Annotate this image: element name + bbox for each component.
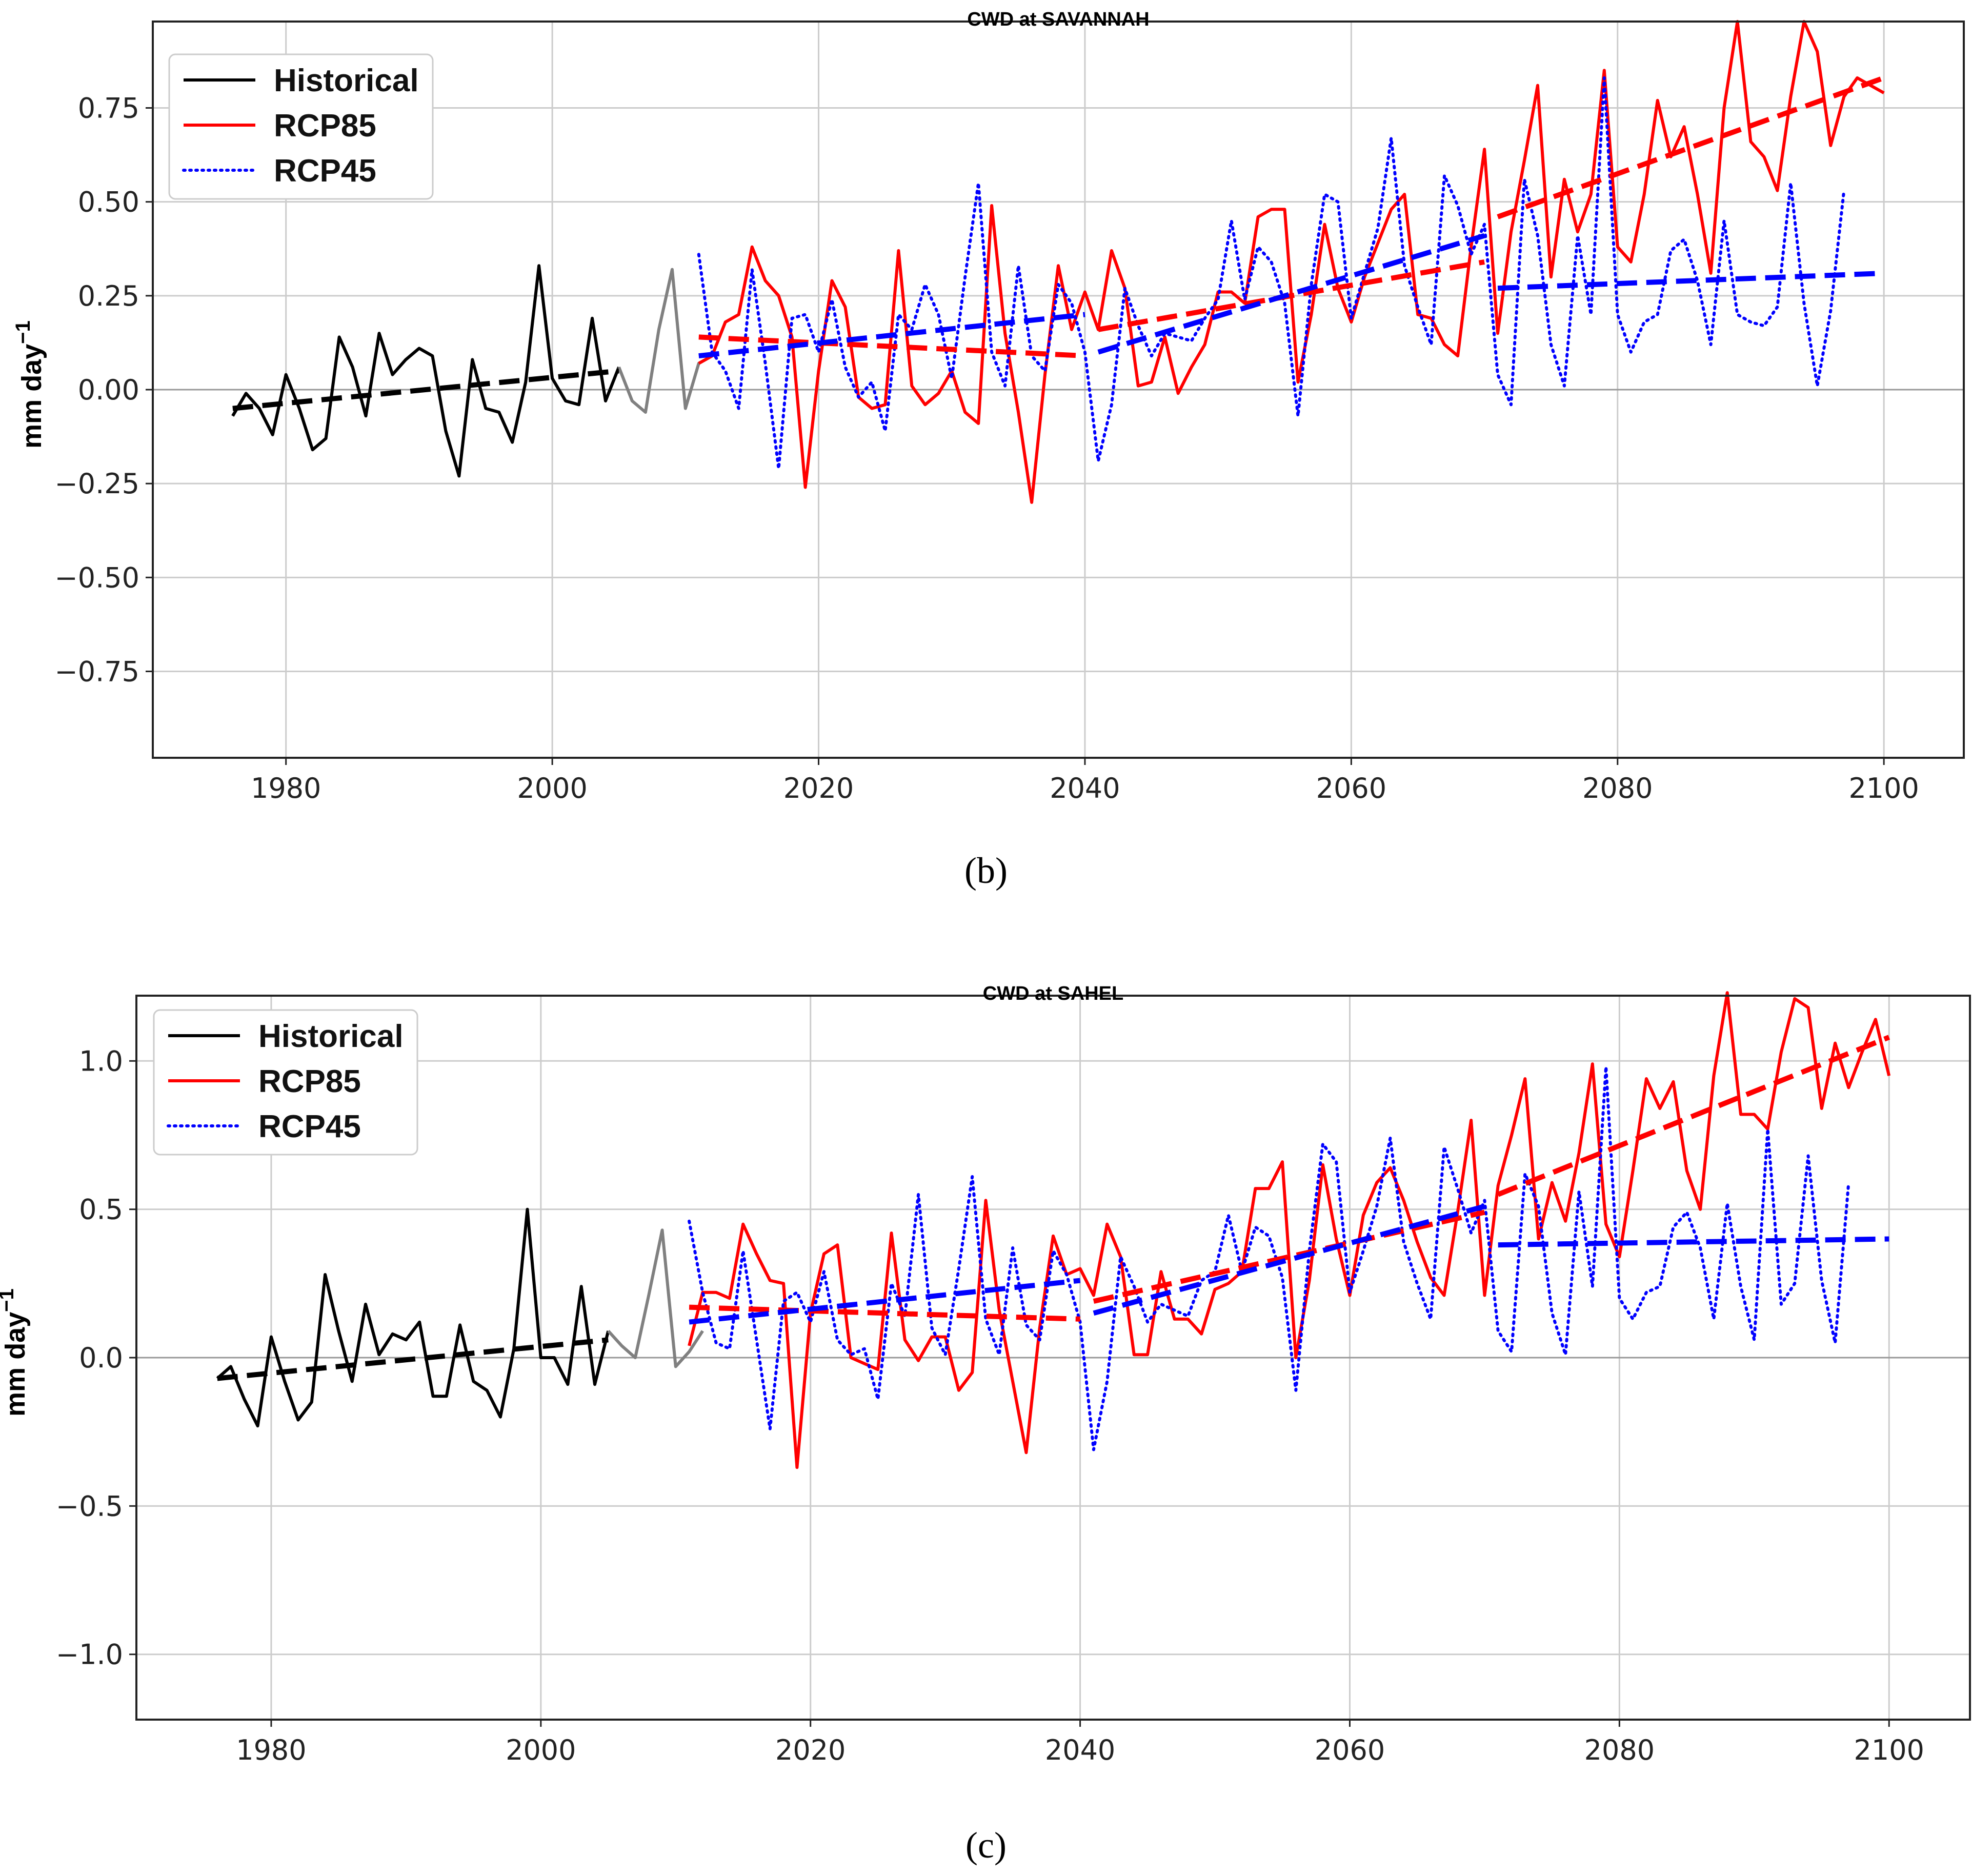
y-tick-label: −0.50 (55, 561, 139, 594)
x-tick-label: 2000 (506, 1734, 576, 1766)
trend-line-historical (217, 1337, 609, 1381)
y-tick-label: −0.25 (55, 468, 139, 500)
trend-line-rcp45 (698, 312, 1085, 359)
x-tick-label: 2080 (1582, 772, 1653, 804)
y-tick-label: 0.00 (78, 374, 139, 406)
y-tick-label: 0.50 (78, 186, 139, 218)
panel-caption: (c) (965, 1825, 1007, 1866)
y-axis-label-superscript: −1 (12, 320, 34, 344)
legend-label-rcp45: RCP45 (274, 153, 376, 189)
y-tick-label: 0.25 (78, 280, 139, 312)
chart-title: CWD at SAHEL (983, 983, 1123, 1004)
chart-savannah: 1980 2000 2020 2040 2060 2080 2100 −0.75 −0.50 −0… (12, 9, 1965, 891)
y-tick-label: 0.75 (78, 92, 139, 125)
x-tick-label: 2020 (775, 1734, 846, 1766)
y-axis-label-text: mm day (16, 344, 47, 449)
trend-line-historical (232, 368, 619, 411)
x-tick-label: 2040 (1045, 1734, 1115, 1766)
legend-label-historical: Historical (274, 63, 419, 98)
x-tick-label: 1980 (236, 1734, 306, 1766)
y-tick-label: −1.0 (56, 1639, 123, 1671)
y-axis-label: mm day−1 (12, 320, 47, 449)
legend-label-rcp45: RCP45 (258, 1109, 361, 1144)
series-line-rcp45 (697, 76, 1846, 470)
trend-line-rcp45 (1498, 1236, 1889, 1248)
x-tick-label: 2020 (783, 772, 854, 804)
legend-label-historical: Historical (258, 1019, 404, 1054)
series-line-transition (617, 268, 713, 414)
legend-label-rcp85: RCP85 (258, 1064, 361, 1099)
trend-line-rcp45 (1093, 1204, 1485, 1316)
x-tick-label: 2040 (1050, 772, 1120, 804)
series-line-rcp85 (688, 991, 1891, 1469)
axes-frame (152, 21, 1965, 759)
y-axis-label-text: mm day (0, 1312, 31, 1417)
chart-title: CWD at SAVANNAH (967, 9, 1149, 30)
trend-line-rcp85 (689, 1304, 1080, 1322)
trend-line-rcp85 (1497, 75, 1885, 219)
panel-caption: (b) (964, 850, 1008, 891)
legend-box (168, 53, 434, 200)
x-tick-label: 2060 (1315, 1734, 1385, 1766)
axes-frame (135, 995, 1971, 1721)
trend-line-rcp45 (689, 1278, 1081, 1325)
y-tick-label: 0.5 (79, 1194, 123, 1226)
trend-line-rcp45 (1497, 270, 1884, 291)
series-line-rcp45 (688, 1065, 1850, 1451)
legend-box (153, 1009, 418, 1156)
x-tick-label: 2060 (1316, 772, 1386, 804)
trend-line-rcp85 (1497, 1035, 1890, 1197)
y-tick-label: −0.5 (56, 1490, 123, 1522)
x-tick-label: 1980 (251, 772, 321, 804)
x-tick-label: 2080 (1584, 1734, 1655, 1766)
trend-line-rcp85 (1093, 1209, 1485, 1304)
trend-line-rcp85 (698, 334, 1085, 359)
trend-line-rcp45 (1097, 233, 1485, 355)
y-tick-label: 0.0 (79, 1342, 123, 1374)
trend-line-rcp85 (1098, 259, 1485, 332)
y-tick-label: 1.0 (79, 1045, 123, 1077)
y-axis-label: mm day−1 (0, 1288, 31, 1417)
series-line-transition (607, 1228, 704, 1368)
legend-label-rcp85: RCP85 (274, 108, 376, 144)
x-tick-label: 2100 (1854, 1734, 1924, 1766)
x-tick-label: 2000 (517, 772, 587, 804)
y-axis-label-superscript: −1 (0, 1288, 18, 1312)
y-tick-label: −0.75 (55, 655, 139, 688)
x-tick-label: 2100 (1848, 772, 1919, 804)
chart-sahel: 1980 2000 2020 2040 2060 2080 2100 −1.0 −0.5 0.0 0… (0, 983, 1971, 1866)
